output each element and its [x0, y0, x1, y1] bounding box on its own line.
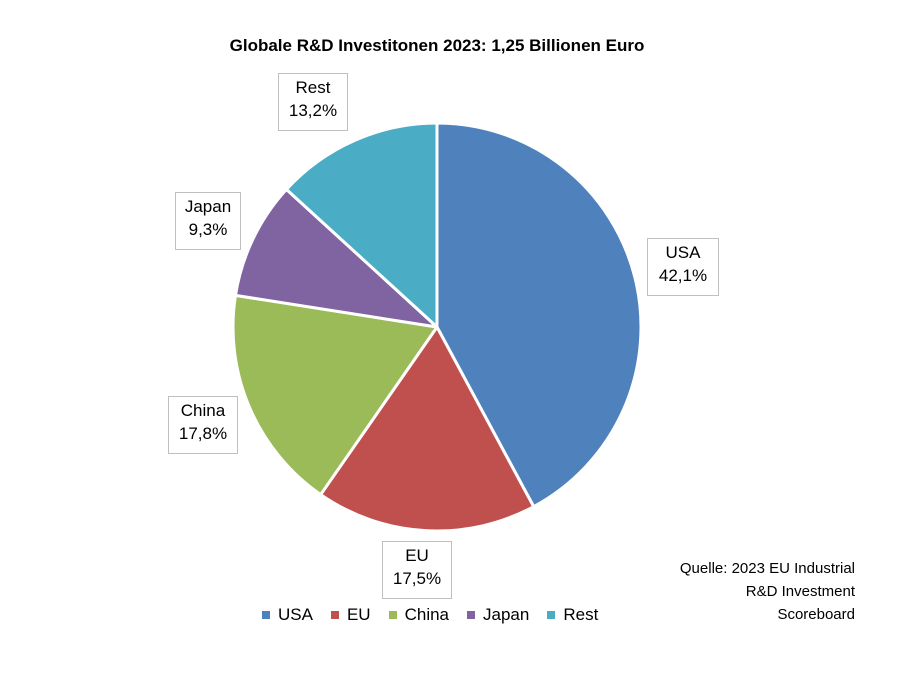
pie-slice-usa	[435, 121, 643, 509]
legend-swatch	[388, 611, 397, 619]
legend-swatch	[547, 611, 556, 619]
legend-swatch	[262, 611, 270, 619]
legend-label: USA	[278, 605, 313, 624]
data-label-eu: EU 17,5%	[382, 541, 452, 599]
legend-swatch	[467, 611, 476, 619]
data-label-category: Rest	[295, 78, 331, 97]
legend-item-eu: EU	[330, 605, 371, 625]
legend-swatch	[330, 611, 339, 619]
legend-label: Rest	[563, 605, 599, 624]
data-label-japan: Japan 9,3%	[175, 192, 241, 250]
data-label-category: USA	[665, 243, 701, 262]
pie-slice-eu	[319, 325, 536, 533]
source-note-line: Quelle: 2023 EU Industrial	[679, 560, 855, 577]
data-label-china: China 17,8%	[168, 396, 238, 454]
legend-label: China	[404, 605, 450, 624]
legend-label: EU	[346, 605, 371, 624]
pie-slice-japan	[233, 187, 439, 329]
source-note-line: R&D Investment	[745, 583, 855, 600]
data-label-usa: USA 42,1%	[647, 238, 719, 296]
pie-slice-china	[231, 293, 439, 497]
data-label-category: Japan	[184, 197, 232, 216]
source-note: Quelle: 2023 EU Industrial R&D Investmen…	[625, 557, 855, 626]
data-label-category: China	[180, 401, 226, 420]
legend-item-japan: Japan	[467, 605, 529, 625]
legend-label: Japan	[483, 605, 530, 624]
data-label-value: 42,1%	[658, 266, 708, 285]
pie-slice-rest	[284, 121, 439, 329]
data-label-category: EU	[405, 546, 429, 565]
chart-title: Globale R&D Investitonen 2023: 1,25 Bill…	[229, 36, 645, 55]
legend-item-china: China	[388, 605, 450, 625]
source-note-line: Scoreboard	[777, 606, 855, 623]
data-label-value: 9,3%	[188, 220, 228, 239]
legend-item-usa: USA	[262, 605, 313, 625]
chart-legend: USA EU China Japan Rest	[262, 603, 616, 627]
data-label-value: 17,8%	[178, 424, 228, 443]
data-label-value: 13,2%	[288, 101, 338, 120]
legend-item-rest: Rest	[547, 605, 598, 625]
data-label-value: 17,5%	[392, 569, 442, 588]
data-label-rest: Rest 13,2%	[278, 73, 348, 131]
